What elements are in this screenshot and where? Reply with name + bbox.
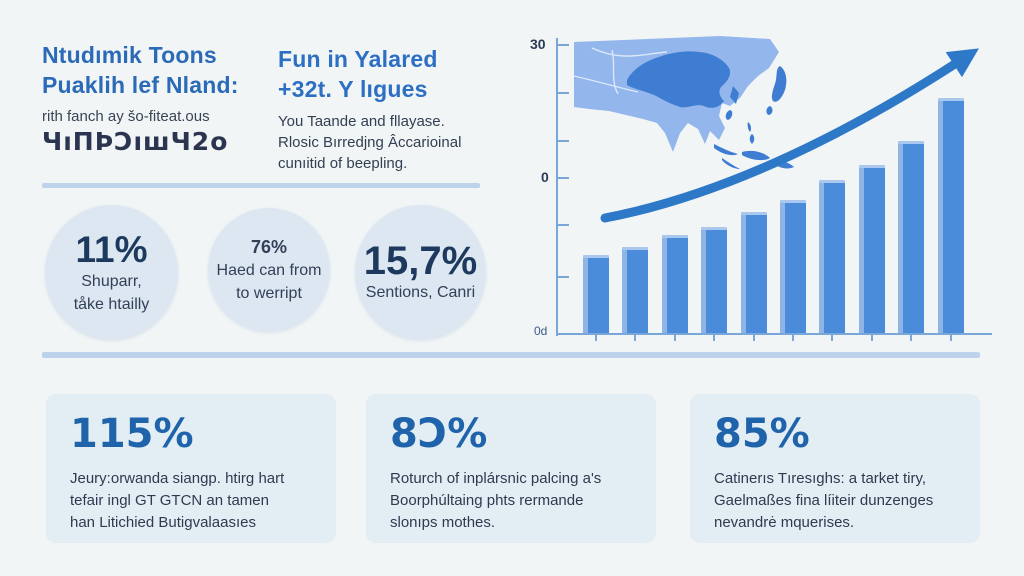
y-axis-tick	[556, 224, 569, 226]
y-axis-tick	[556, 44, 569, 46]
stat-card-1: 115% Jeury:orwanda siangp. htirg hart te…	[46, 394, 336, 543]
stat-card-2-text: Roturch of inplársnic palcing a's Boorph…	[390, 468, 632, 534]
map-taiwan	[725, 110, 733, 120]
chart-bar	[701, 227, 727, 333]
chart-bar	[819, 180, 845, 333]
chart-bar	[741, 212, 767, 333]
stat-card-1-line3: han Litichied Butigvalaasıes	[70, 514, 256, 531]
stat-circle-1: 11% Shuparr, tåke htailly	[45, 205, 178, 340]
chart-bar	[780, 200, 806, 333]
stat-card-3-line3: nevandrė mquerises.	[714, 514, 855, 531]
secondary-paragraph-line2: Rlosic Bırredjng Âccarioinal	[278, 134, 462, 151]
stat-circle-3-line1: Sentions, Canri	[365, 284, 476, 301]
y-axis-label-bottom: 0d	[534, 324, 548, 338]
secondary-title-line1: Fun in Yalared	[278, 46, 438, 72]
stat-circle-2: 76% Haed can from to werript	[208, 208, 330, 332]
y-axis-tick	[556, 177, 569, 179]
stat-card-3-line2: Gaelmaßes fina líiteir dunzenges	[714, 492, 934, 509]
stat-card-2: 8Ɔ% Roturch of inplársnic palcing a's Bo…	[366, 394, 656, 543]
stat-circle-3-value: 15,7%	[363, 239, 478, 283]
x-axis-tick	[950, 335, 952, 341]
stat-circle-2-value: 76%	[250, 237, 288, 257]
stat-card-3-value: 85%	[714, 411, 810, 457]
x-axis-tick	[634, 335, 636, 341]
stat-card-2-line3: slonıps mothes.	[390, 514, 496, 531]
map-japan	[766, 66, 787, 115]
stat-circle-2-line2: to werript	[236, 285, 302, 302]
stat-card-2-line2: Boorphúltaing phts rermande	[390, 492, 584, 509]
secondary-title-line2: +32t. Y lıgues	[278, 76, 428, 102]
stat-circle-1-line2: tåke htailly	[73, 295, 150, 313]
stat-card-1-value: 115%	[70, 411, 194, 457]
chart-bar	[898, 141, 924, 333]
chart-bar	[859, 165, 885, 333]
secondary-paragraph-line1: You Taande and fllayase.	[278, 113, 445, 130]
main-title: Ntudımik Toons Puaklih lef Nland:	[42, 40, 272, 100]
asia-map	[573, 36, 794, 169]
x-axis-tick	[674, 335, 676, 341]
y-axis-tick	[556, 276, 569, 278]
x-axis-tick	[910, 335, 912, 341]
stat-card-1-line2: tefair ingl GT GTCN an tamen	[70, 492, 269, 509]
map-china-region	[627, 51, 731, 108]
stat-card-3-line1: Catinerıs Tıresıghs: a tarket tiry,	[714, 470, 927, 487]
header-left-block: Ntudımik Toons Puaklih lef Nland: rith f…	[42, 40, 272, 156]
stat-card-1-line1: Jeury:orwanda siangp. htirg hart	[70, 470, 285, 487]
secondary-title: Fun in Yalared +32t. Y lıgues	[278, 44, 518, 104]
y-axis-label-top: 30	[530, 36, 546, 52]
header-divider-line	[42, 183, 480, 188]
secondary-paragraph: You Taande and fllayase. Rlosic Bırredjn…	[278, 111, 518, 174]
y-axis-tick	[556, 92, 569, 94]
x-axis-tick	[831, 335, 833, 341]
main-title-line2: Puaklih lef Nland:	[42, 72, 239, 98]
y-axis-tick	[556, 140, 569, 142]
stat-circle-2-line1: Haed can from	[216, 262, 322, 279]
main-title-line1: Ntudımik Toons	[42, 42, 217, 68]
stat-circle-1-value: 11%	[75, 228, 148, 270]
x-axis-tick	[595, 335, 597, 341]
x-axis-line	[556, 333, 992, 335]
map-korea	[730, 86, 739, 104]
growth-arrow-icon	[600, 48, 979, 223]
chart-bar	[583, 255, 609, 333]
stat-card-2-value: 8Ɔ%	[390, 411, 488, 457]
header-middle-block: Fun in Yalared +32t. Y lıgues You Taande…	[278, 44, 518, 174]
x-axis-tick	[753, 335, 755, 341]
x-axis-tick	[713, 335, 715, 341]
decorative-glyph-text: ЧıПÞƆıшЧ2о	[42, 127, 229, 156]
chart-bar	[622, 247, 648, 333]
stat-card-1-text: Jeury:orwanda siangp. htirg hart tefair …	[70, 468, 312, 534]
stat-circle-1-line1: Shuparr,	[81, 272, 142, 290]
stat-card-3-text: Catinerıs Tıresıghs: a tarket tiry, Gael…	[714, 468, 956, 534]
main-subtitle: rith fanch ay šo-fiteat.ous	[42, 108, 210, 125]
map-borders	[573, 47, 677, 95]
chart-bar	[938, 98, 964, 333]
map-philippines	[747, 122, 755, 144]
growth-chart: 30 0 0d	[520, 30, 1004, 346]
chart-bars	[583, 30, 993, 333]
secondary-paragraph-line3: cunıitid of beepling.	[278, 155, 408, 172]
section-divider-line	[42, 352, 980, 358]
y-axis-line	[556, 38, 558, 336]
map-indonesia	[714, 144, 794, 169]
stat-card-2-line1: Roturch of inplársnic palcing a's	[390, 470, 602, 487]
x-axis-tick	[871, 335, 873, 341]
chart-bar	[662, 235, 688, 333]
x-axis-tick	[792, 335, 794, 341]
x-axis-ticks	[583, 30, 993, 346]
stat-circle-3: 15,7% Sentions, Canri	[355, 205, 486, 340]
stat-card-3: 85% Catinerıs Tıresıghs: a tarket tiry, …	[690, 394, 980, 543]
y-axis-label-mid: 0	[541, 169, 549, 185]
